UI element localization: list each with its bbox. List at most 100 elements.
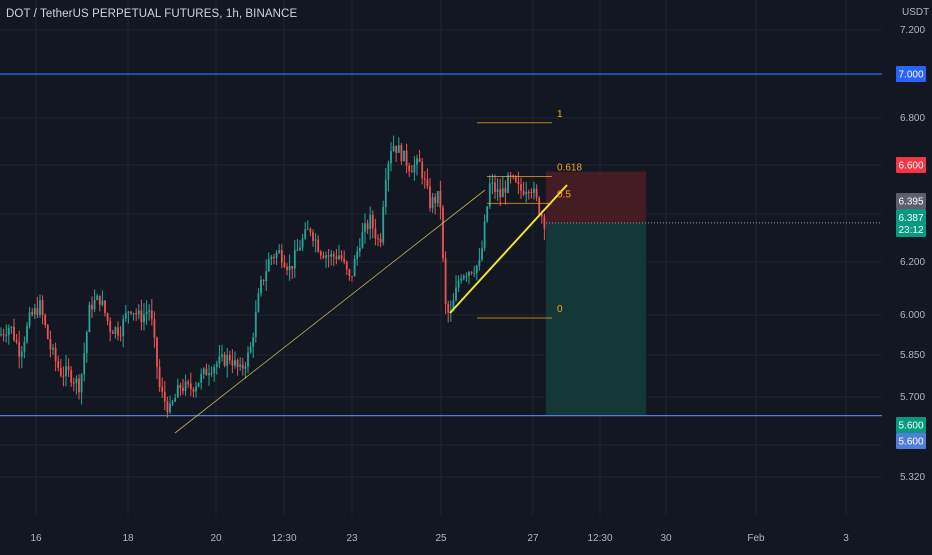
candle-body-4 [10,326,13,328]
candle-body-147 [382,207,385,243]
candle-body-10 [26,325,28,342]
candle-body-176 [457,280,460,288]
candle-body-39 [101,300,104,305]
candle-body-162 [421,161,424,179]
candle-body-79 [205,368,208,376]
candle-body-102 [265,271,268,282]
candle-body-17 [44,315,47,326]
time-tick-0: 16 [30,533,42,544]
take-profit-zone [546,222,646,416]
candle-body-129 [335,256,338,260]
badge-upper-line-bg [896,66,926,82]
candle-body-36 [93,300,96,310]
time-tick-7: 12:30 [587,533,612,544]
candle-body-137 [356,251,359,260]
candle-body-45 [117,327,119,336]
badge-upper-line: 7.000 [898,70,923,81]
candle-body-179 [465,275,468,277]
fib-level-label-0: 1 [557,109,563,120]
candle-body-51 [132,313,135,315]
candle-body-142 [369,214,372,230]
stop-loss-zone [546,171,646,223]
candle-body-169 [439,191,442,208]
candle-body-184 [478,259,481,266]
candle-body-16 [41,300,44,316]
badge-last: 6.395 [898,197,923,208]
candle-body-94 [244,366,247,369]
fib-level-label-2: 0.5 [557,189,571,200]
candlesticks [0,135,546,418]
candle-body-161 [418,158,421,162]
candle-body-26 [67,366,70,371]
candle-body-25 [65,366,67,376]
candle-body-201 [522,190,525,195]
candle-body-81 [210,372,213,374]
candle-body-11 [28,312,31,326]
candle-body-70 [182,388,184,391]
chart-title: DOT / TetherUS PERPETUAL FUTURES, 1h, BI… [6,8,298,20]
candle-body-98 [254,311,257,338]
candle-body-5 [13,326,15,340]
candle-body-20 [52,347,54,350]
candle-body-33 [85,332,88,354]
price-tick-4: 5.850 [900,350,925,361]
candle-body-158 [410,171,413,173]
candle-body-164 [426,179,429,187]
candle-body-170 [442,207,444,259]
candle-body-0 [0,334,2,336]
candle-body-68 [176,384,179,398]
candle-body-35 [91,304,93,310]
candle-body-15 [39,300,41,316]
candle-body-66 [171,401,174,404]
candle-body-106 [275,252,278,258]
drawings[interactable] [174,184,568,434]
candle-body-55 [143,314,145,323]
badge-countdown: 23:12 [898,225,923,236]
candle-body-202 [525,191,528,195]
candle-body-124 [322,255,325,258]
candle-body-203 [527,191,530,193]
badge-target: 5.600 [898,421,923,432]
candle-body-43 [111,331,114,334]
badge-lower-line: 5.600 [898,437,923,448]
candle-body-48 [124,312,127,319]
fib-retracement[interactable]: 1 0.618 0.5 0 [477,109,582,319]
candle-body-199 [517,181,520,185]
candle-body-97 [252,337,255,347]
candle-body-181 [470,272,473,274]
time-axis[interactable]: 16 18 20 12:30 23 25 27 12:30 30 Feb 3 [30,533,849,544]
candle-body-89 [231,360,234,366]
candle-body-65 [169,403,171,413]
candle-body-64 [166,401,169,413]
candle-body-28 [72,382,75,384]
candle-body-69 [179,384,182,389]
candle-body-54 [140,310,143,323]
candle-body-109 [283,262,286,267]
candle-body-7 [18,342,21,357]
candle-body-122 [317,239,320,252]
candle-body-60 [156,337,158,368]
candle-body-191 [496,189,499,193]
candle-body-108 [280,250,283,263]
candle-body-105 [273,256,275,258]
candle-body-165 [429,186,431,209]
candle-body-182 [473,273,476,275]
candle-body-42 [109,320,112,332]
candle-body-119 [309,228,312,233]
horizontal-lines[interactable] [0,73,882,417]
candle-body-126 [327,255,330,257]
candle-body-193 [501,188,504,198]
candle-body-207 [538,197,541,215]
candle-body-3 [7,327,10,336]
time-tick-5: 25 [435,533,447,544]
candle-body-208 [540,214,543,217]
candle-body-88 [228,355,231,361]
candle-body-157 [408,165,411,172]
candle-body-67 [174,397,177,402]
candle-body-59 [153,318,156,338]
candle-body-206 [535,188,538,198]
time-tick-6: 27 [527,533,539,544]
candle-body-148 [384,179,387,208]
